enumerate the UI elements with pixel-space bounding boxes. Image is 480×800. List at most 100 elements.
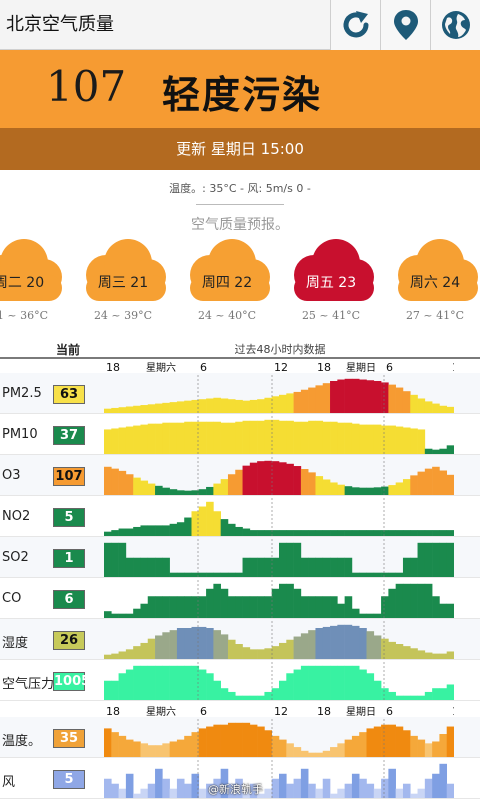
history-bar bbox=[140, 603, 149, 618]
history-bar bbox=[235, 695, 243, 700]
history-bar bbox=[439, 470, 448, 495]
history-bar bbox=[279, 420, 287, 454]
history-bar bbox=[111, 680, 119, 700]
history-bar bbox=[242, 596, 251, 618]
history-bar bbox=[227, 474, 236, 495]
history-bar bbox=[227, 722, 236, 757]
aqi-banner: 107 轻度污染 bbox=[0, 50, 480, 128]
history-bar bbox=[424, 778, 433, 798]
history-bar bbox=[446, 542, 454, 577]
history-bar bbox=[330, 421, 338, 454]
history-bar bbox=[417, 429, 426, 454]
forecast-day-2[interactable]: 周四 22 bbox=[180, 237, 274, 303]
history-bar bbox=[344, 422, 353, 454]
history-bar bbox=[118, 470, 127, 495]
history-bar bbox=[198, 728, 207, 757]
history-bar bbox=[220, 768, 229, 798]
history-bar bbox=[366, 783, 375, 798]
forecast-day-0[interactable]: 周二 20 bbox=[0, 237, 66, 303]
history-bar bbox=[395, 387, 404, 413]
history-bar bbox=[388, 641, 396, 659]
history-bar bbox=[395, 788, 404, 798]
history-bar bbox=[133, 477, 141, 495]
history-bar bbox=[264, 530, 273, 536]
divider bbox=[196, 204, 284, 205]
history-bar bbox=[249, 557, 258, 577]
time-axis-label: 6 bbox=[386, 361, 393, 374]
refresh-button[interactable] bbox=[330, 0, 380, 50]
history-bar bbox=[104, 728, 112, 757]
history-bar bbox=[155, 635, 163, 659]
forecast-temp-range: 24 ~ 40°C bbox=[197, 309, 257, 322]
history-bar bbox=[111, 732, 119, 757]
history-bar bbox=[344, 596, 353, 618]
history-bar bbox=[264, 419, 273, 454]
forecast-day-4[interactable]: 周六 24 bbox=[388, 237, 480, 303]
history-bar bbox=[271, 588, 280, 618]
history-bar bbox=[118, 613, 127, 618]
current-value-badge: 63 bbox=[53, 385, 85, 404]
history-bar bbox=[381, 638, 389, 659]
history-bar bbox=[417, 398, 426, 413]
history-bar bbox=[147, 483, 156, 495]
history-bar bbox=[286, 542, 294, 577]
history-bar bbox=[227, 691, 236, 700]
history-bar bbox=[118, 528, 127, 536]
history-bar bbox=[402, 646, 411, 659]
history-bar-chart bbox=[104, 662, 454, 700]
history-bar bbox=[439, 405, 448, 413]
history-bar bbox=[198, 669, 207, 700]
time-axis-label: 12 bbox=[452, 361, 454, 374]
history-bar bbox=[184, 735, 192, 757]
history-bar bbox=[300, 750, 309, 757]
history-bar bbox=[235, 469, 243, 495]
history-bar bbox=[184, 628, 192, 659]
history-bar bbox=[198, 399, 207, 413]
history-bar bbox=[206, 486, 214, 495]
forecast-day-1[interactable]: 周三 21 bbox=[76, 237, 170, 303]
history-bar bbox=[133, 405, 141, 413]
forecast-day-3[interactable]: 周五 23 bbox=[284, 237, 378, 303]
history-bar bbox=[381, 425, 389, 454]
history-bar bbox=[111, 653, 119, 659]
history-bar bbox=[264, 648, 273, 659]
history-bar bbox=[330, 530, 338, 536]
history-bar bbox=[257, 793, 265, 798]
history-bar bbox=[264, 596, 273, 618]
history-bar bbox=[235, 399, 243, 413]
history-bar bbox=[133, 526, 141, 536]
history-bar bbox=[337, 788, 345, 798]
globe-button[interactable] bbox=[430, 0, 480, 50]
history-bar bbox=[373, 487, 382, 495]
history-bar bbox=[322, 479, 331, 495]
history-bar bbox=[147, 638, 156, 659]
history-bar bbox=[125, 474, 134, 495]
history-bar bbox=[322, 557, 331, 577]
history-bar bbox=[286, 673, 294, 700]
history-bar bbox=[388, 384, 396, 413]
history-bar bbox=[206, 628, 214, 659]
history-bar bbox=[439, 448, 448, 454]
history-bar bbox=[395, 482, 404, 495]
history-bar bbox=[279, 773, 287, 798]
history-bar bbox=[330, 625, 338, 659]
history-bar bbox=[373, 726, 382, 757]
current-value-badge: 5 bbox=[53, 770, 85, 789]
history-bar bbox=[176, 572, 185, 577]
history-bar bbox=[162, 778, 170, 798]
history-bar bbox=[206, 572, 214, 577]
history-bar bbox=[191, 626, 200, 659]
history-bar bbox=[191, 572, 200, 577]
history-bar bbox=[198, 572, 207, 577]
history-bar bbox=[351, 378, 360, 413]
location-button[interactable] bbox=[380, 0, 430, 50]
history-bar bbox=[235, 596, 243, 618]
history-bar bbox=[235, 778, 243, 798]
history-bar bbox=[293, 636, 302, 659]
history-bar bbox=[242, 647, 251, 659]
history-bar bbox=[300, 633, 309, 659]
history-bar bbox=[286, 783, 294, 798]
history-bar bbox=[359, 530, 367, 536]
history-bar bbox=[184, 783, 192, 798]
history-bar bbox=[410, 530, 418, 536]
